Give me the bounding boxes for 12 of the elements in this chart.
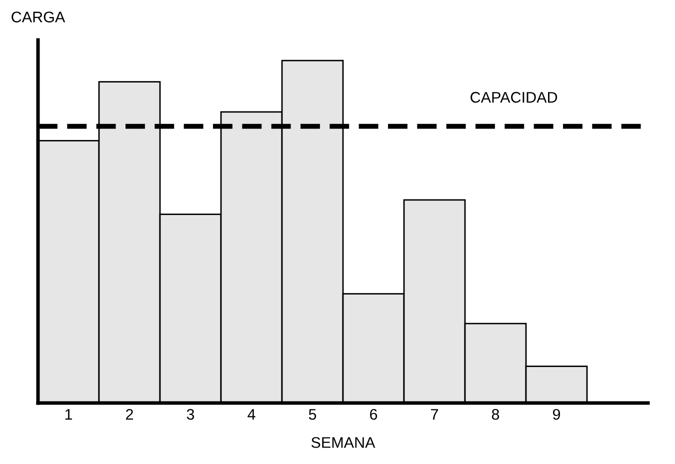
x-tick-label: 1 [65,409,72,420]
x-tick-label: 4 [248,409,256,420]
x-tick-label: 3 [186,408,194,420]
x-tick-label: 7 [431,409,438,420]
x-tick-label: 9 [552,408,560,420]
x-axis-title: SEMANA [311,437,376,448]
x-tick-label: 5 [308,409,316,420]
y-axis-title: CARGA [12,12,66,22]
x-tick-label: 2 [126,408,133,420]
x-tick-label: 8 [492,408,500,420]
ref-line-label: CAPACIDAD [470,92,558,103]
x-tick-label: 6 [370,408,378,420]
